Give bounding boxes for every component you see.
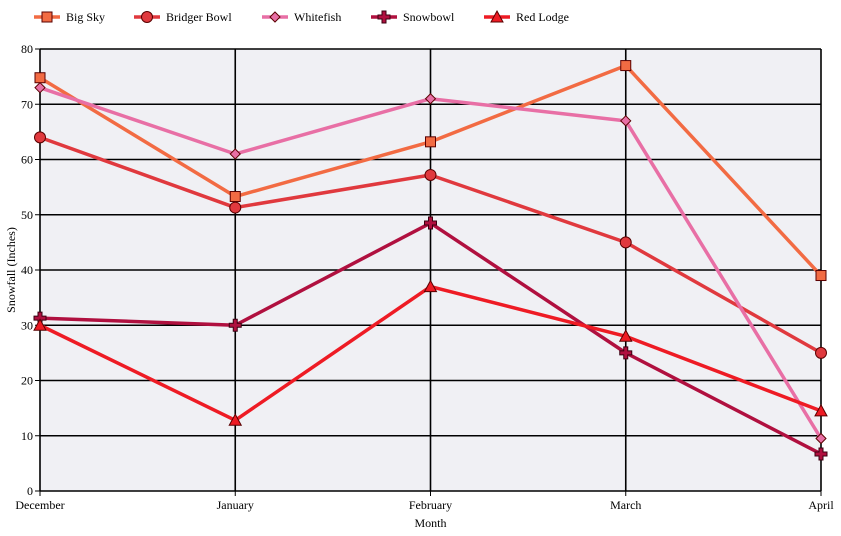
legend-item-snowbowl: Snowbowl	[371, 10, 455, 24]
y-tick-label: 20	[21, 374, 33, 388]
y-tick-label: 80	[21, 42, 33, 56]
x-tick-label: January	[217, 498, 254, 512]
data-point-big-sky	[621, 61, 631, 71]
y-axis-ticks: 0 10 20 30 40 50 60 70 80	[21, 42, 40, 498]
x-tick-label: December	[15, 498, 64, 512]
legend-label: Bridger Bowl	[166, 10, 232, 24]
legend-label: Red Lodge	[516, 10, 569, 24]
y-tick-label: 40	[21, 263, 33, 277]
x-axis-ticks: December January February March April	[15, 491, 834, 512]
legend-item-big-sky: Big Sky	[34, 10, 105, 24]
legend-swatch-marker	[378, 11, 390, 23]
legend-swatch-marker	[42, 12, 52, 22]
y-tick-label: 0	[27, 484, 33, 498]
legend-item-whitefish: Whitefish	[262, 10, 341, 24]
y-tick-label: 10	[21, 429, 33, 443]
chart: Big Sky Bridger Bowl Whitefish Snowbowl Red …	[0, 0, 841, 536]
y-tick-label: 30	[21, 318, 33, 332]
legend-swatch-marker	[142, 12, 153, 23]
legend-label: Snowbowl	[403, 10, 455, 24]
data-point-big-sky	[426, 137, 436, 147]
legend: Big Sky Bridger Bowl Whitefish Snowbowl Red …	[34, 10, 569, 24]
y-tick-label: 60	[21, 153, 33, 167]
legend-label: Big Sky	[66, 10, 105, 24]
data-point-bridger-bowl	[230, 202, 241, 213]
legend-item-bridger-bowl: Bridger Bowl	[134, 10, 232, 24]
y-axis-title: Snowfall (Inches)	[4, 227, 18, 313]
legend-swatch-marker	[270, 12, 280, 22]
y-tick-label: 50	[21, 208, 33, 222]
line-chart: Big Sky Bridger Bowl Whitefish Snowbowl Red …	[0, 0, 841, 536]
data-point-big-sky	[816, 271, 826, 281]
data-point-bridger-bowl	[816, 347, 827, 358]
data-point-bridger-bowl	[425, 169, 436, 180]
data-point-big-sky	[35, 73, 45, 83]
legend-label: Whitefish	[294, 10, 341, 24]
data-point-bridger-bowl	[35, 132, 46, 143]
x-axis-title: Month	[414, 516, 446, 530]
data-point-big-sky	[230, 192, 240, 202]
y-tick-label: 70	[21, 97, 33, 111]
legend-item-red-lodge: Red Lodge	[484, 10, 569, 24]
x-tick-label: March	[610, 498, 641, 512]
x-tick-label: April	[808, 498, 834, 512]
x-tick-label: February	[409, 498, 452, 512]
data-point-bridger-bowl	[620, 237, 631, 248]
